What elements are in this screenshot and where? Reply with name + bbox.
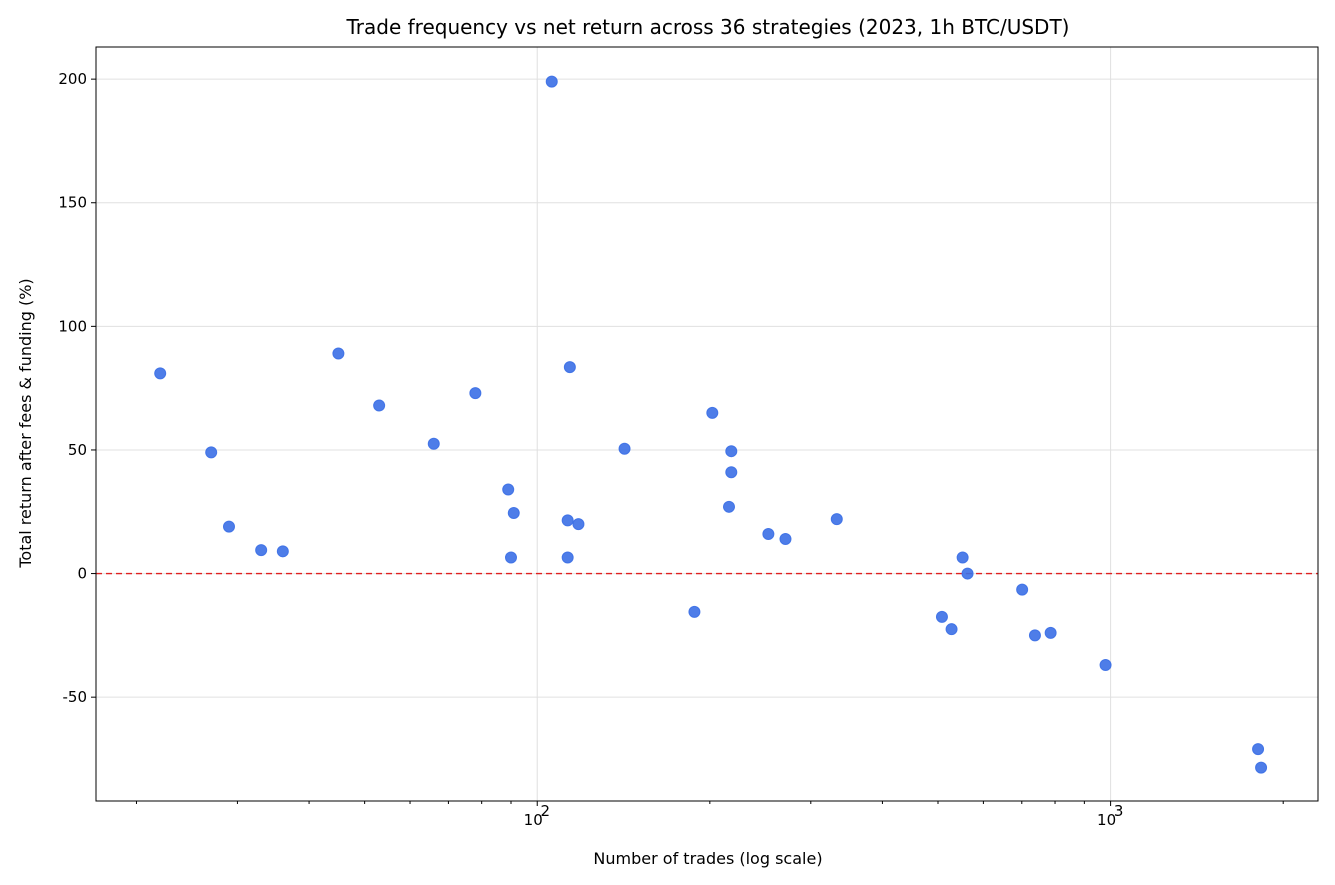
data-point (561, 514, 574, 527)
data-point (706, 406, 719, 419)
data-point (935, 610, 948, 623)
data-point (572, 518, 585, 531)
y-tick-label: 100 (58, 317, 87, 335)
data-point (205, 446, 218, 459)
data-point (961, 567, 974, 580)
data-point (545, 75, 558, 88)
y-axis-label: Total return after fees & funding (%) (16, 278, 35, 568)
y-tick-label: 50 (68, 441, 87, 459)
grid (96, 47, 1318, 801)
data-point (725, 466, 738, 479)
data-point (1016, 583, 1029, 596)
y-tick-label: 200 (58, 70, 87, 88)
data-points (154, 75, 1268, 774)
data-point (561, 551, 574, 564)
data-point (563, 361, 576, 374)
data-point (504, 551, 517, 564)
x-tick-exponent: 2 (540, 802, 550, 820)
x-tick-label: 10 (1097, 811, 1116, 829)
y-tick-label: 150 (58, 194, 87, 212)
y-tick-label: 0 (77, 565, 87, 583)
data-point (469, 387, 482, 400)
data-point (945, 623, 958, 636)
data-point (1255, 761, 1268, 774)
x-tick-exponent: 3 (1114, 802, 1124, 820)
data-point (688, 605, 701, 618)
data-point (1028, 629, 1041, 642)
x-tick-label: 10 (524, 811, 543, 829)
data-point (779, 532, 792, 545)
data-point (154, 367, 167, 380)
data-point (725, 445, 738, 458)
chart-title: Trade frequency vs net return across 36 … (346, 15, 1070, 39)
data-point (332, 347, 345, 360)
data-point (1044, 626, 1057, 639)
data-point (1252, 743, 1265, 756)
data-point (276, 545, 289, 558)
data-point (722, 500, 735, 513)
data-point (427, 437, 440, 450)
data-point (222, 520, 235, 533)
data-point (507, 506, 520, 519)
plot-frame (95, 46, 1319, 802)
data-point (956, 551, 969, 564)
data-point (255, 544, 268, 557)
data-point (830, 513, 843, 526)
y-tick-label: -50 (63, 688, 88, 706)
data-point (762, 528, 775, 541)
data-point (1099, 659, 1112, 672)
x-axis-label: Number of trades (log scale) (593, 849, 822, 868)
data-point (373, 399, 386, 412)
data-point (618, 442, 631, 455)
data-point (502, 483, 515, 496)
